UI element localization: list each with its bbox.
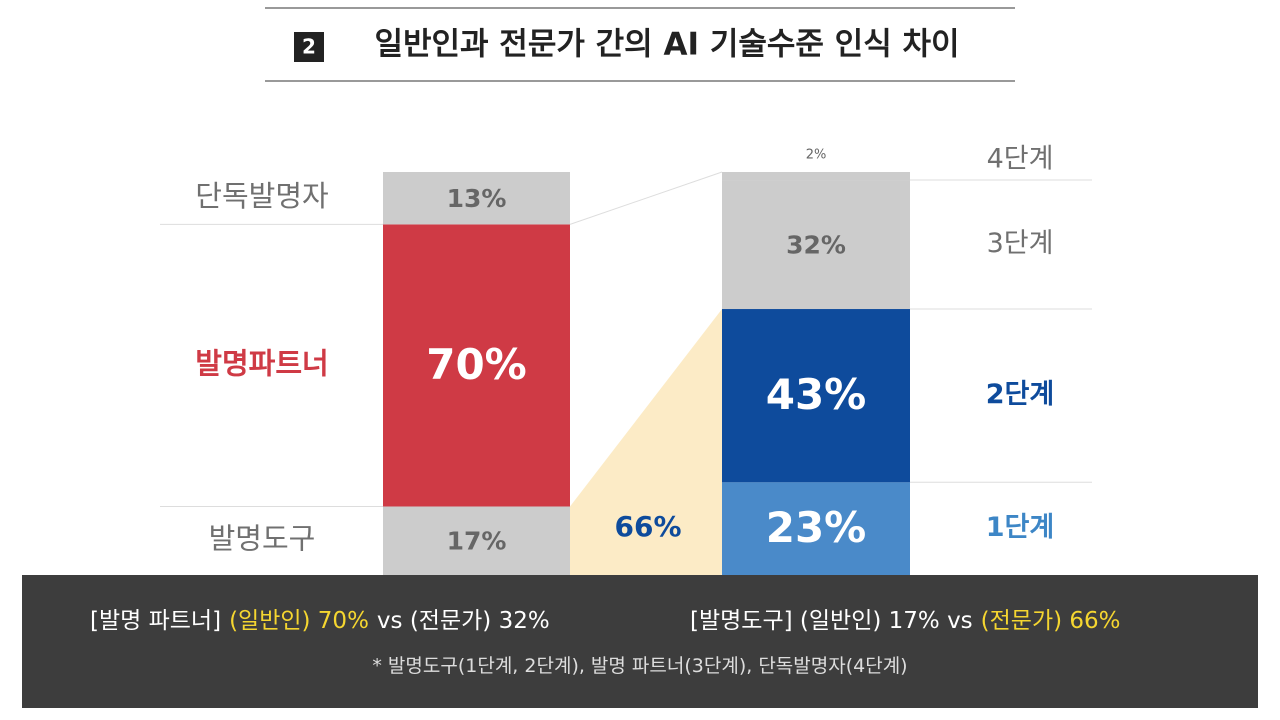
summary-text: [발명 파트너]	[90, 608, 222, 634]
connector	[569, 171, 723, 225]
bar-segment	[722, 180, 910, 310]
value-label: 2%	[806, 148, 827, 163]
highlight-layer	[570, 309, 722, 575]
bar-segment	[722, 172, 910, 181]
value-label: 23%	[766, 503, 867, 552]
chart-title: 일반인과 전문가 간의 AI 기술수준 인식 차이	[374, 27, 959, 63]
summary-highlight: (전문가) 66%	[980, 608, 1121, 634]
bar-segment	[383, 224, 570, 507]
bar-segment	[383, 172, 570, 225]
category-label: 발명도구	[209, 522, 316, 556]
bar-segment	[722, 482, 910, 575]
value-label: 32%	[786, 231, 846, 260]
summary-text: [발명도구] (일반인) 17% vs	[690, 608, 973, 634]
value-label: 70%	[426, 340, 527, 389]
chart: 2 일반인과 전문가 간의 AI 기술수준 인식 차이 17% 발명도구 70% 발명…	[160, 7, 1092, 575]
category-label: 4단계	[987, 144, 1054, 175]
value-label: 13%	[447, 184, 507, 213]
category-label: 발명파트너	[195, 346, 328, 380]
category-label: 단독발명자	[195, 179, 328, 213]
bar-segment	[722, 309, 910, 483]
highlight-label: 66%	[614, 510, 681, 543]
bar-segment	[383, 506, 570, 575]
summary: [발명 파트너] (일반인) 70% vs (전문가) 32%	[90, 601, 558, 635]
footer: [발명 파트너] (일반인) 70% vs (전문가) 32% [발명도구] (일반…	[22, 575, 1258, 708]
summary: [발명도구] (일반인) 17% vs (전문가) 66%	[690, 601, 1129, 635]
category-label: 3단계	[987, 228, 1054, 259]
footnote: * 발명도구(1단계, 2단계), 발명 파트너(3단계), 단독발명자(4단계…	[372, 655, 908, 677]
title-number: 2	[302, 35, 316, 59]
category-label: 2단계	[986, 379, 1054, 410]
category-label: 1단계	[986, 512, 1054, 543]
highlight-band	[570, 309, 722, 575]
summary-highlight: (일반인) 70%	[229, 608, 369, 634]
value-label: 43%	[766, 370, 867, 419]
title-number-box	[294, 32, 324, 62]
value-label: 17%	[447, 527, 507, 556]
summary-text: vs (전문가) 32%	[376, 608, 550, 634]
